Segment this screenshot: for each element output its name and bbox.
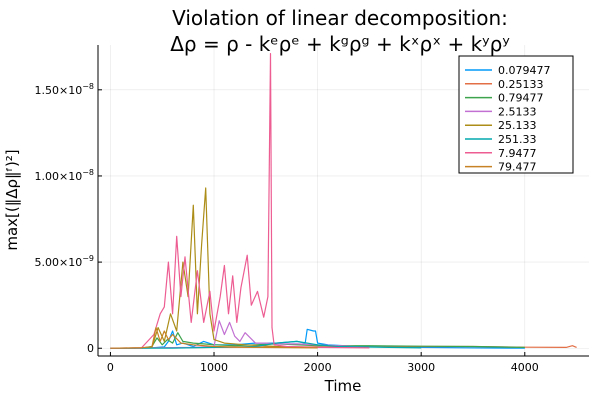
y-tick-mantissa: 0 xyxy=(87,342,94,355)
y-tick-mantissa: 1.00×10 xyxy=(34,170,82,183)
legend: 0.0794770.251330.794772.513325.133251.33… xyxy=(458,55,574,174)
y-tick-exponent: −9 xyxy=(82,254,94,263)
y-tick-label: 0 xyxy=(87,342,94,355)
y-axis-ticks: 05.00×10−91.00×10−81.50×10−8 xyxy=(34,82,102,355)
legend-label: 25.133 xyxy=(498,119,537,132)
chart-title-line-1: Violation of linear decomposition: xyxy=(172,6,508,30)
legend-label: 2.5133 xyxy=(498,105,537,118)
y-tick-exponent: −8 xyxy=(82,168,94,177)
y-tick-label: 1.00×10−8 xyxy=(34,168,94,183)
plot-series-group xyxy=(110,52,577,349)
x-tick-label: 3000 xyxy=(407,361,435,374)
x-tick-label: 4000 xyxy=(511,361,539,374)
legend-label: 251.33 xyxy=(498,133,537,146)
legend-label: 79.477 xyxy=(498,161,537,174)
chart-title-line-2: Δρ = ρ - kᵉρᵉ + kᵍρᵍ + kˣρˣ + kʸρʸ xyxy=(170,32,510,56)
legend-label: 0.25133 xyxy=(498,78,544,91)
series-line-6 xyxy=(110,52,370,349)
series-line-4 xyxy=(110,187,318,349)
x-tick-label: 1000 xyxy=(200,361,228,374)
y-axis-label: max[(‖Δρ‖ᶠ)²] xyxy=(3,149,21,250)
x-tick-label: 0 xyxy=(107,361,114,374)
legend-label: 7.9477 xyxy=(498,147,537,160)
x-axis-ticks: 0 1000 2000 3000 4000 xyxy=(107,352,539,374)
y-tick-mantissa: 1.50×10 xyxy=(34,84,82,97)
legend-label: 0.079477 xyxy=(498,64,551,77)
x-tick-label: 2000 xyxy=(304,361,332,374)
series-line-5 xyxy=(110,340,422,349)
y-tick-label: 5.00×10−9 xyxy=(34,254,94,269)
series-line-7 xyxy=(110,327,318,349)
series-line-3 xyxy=(110,320,370,349)
y-tick-exponent: −8 xyxy=(82,82,94,91)
y-tick-mantissa: 5.00×10 xyxy=(34,256,82,269)
x-axis-label: Time xyxy=(324,377,362,395)
y-tick-label: 1.50×10−8 xyxy=(34,82,94,97)
legend-label: 0.79477 xyxy=(498,92,544,105)
